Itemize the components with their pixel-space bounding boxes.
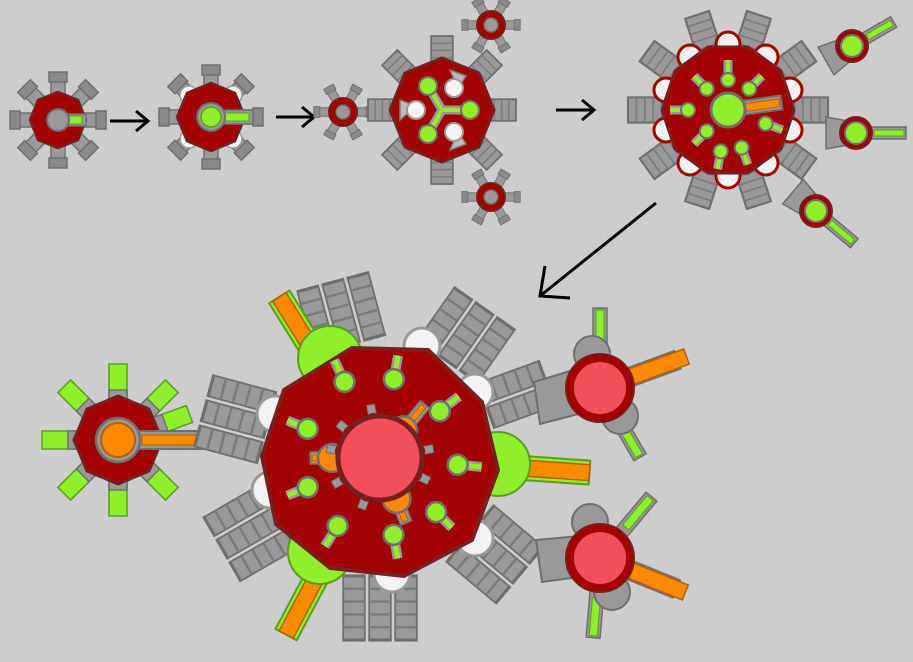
down-left-arrow-icon [538, 201, 657, 300]
stage-3-minion-left [313, 83, 373, 141]
stage-4-escort-top [816, 15, 898, 77]
stage-4-escort-middle [825, 116, 907, 150]
final-escort-top [532, 307, 691, 462]
final-escort-bottom [534, 491, 690, 640]
stage-2-tank [158, 64, 264, 170]
boss-core [335, 413, 425, 503]
stage-3-tank [367, 35, 517, 185]
stage-1-tank [9, 71, 107, 169]
final-boss-tank [193, 271, 592, 642]
right-arrow-icon [556, 98, 597, 122]
stage-4-tank [626, 9, 830, 211]
stage-3-minion-bottom [461, 168, 521, 226]
final-left-tank [41, 363, 213, 517]
stage-4-escort-bottom [781, 178, 860, 249]
boss-outer-turrets [285, 354, 483, 560]
right-arrow-icon [110, 109, 151, 133]
stage-3-minion-top [461, 0, 521, 54]
